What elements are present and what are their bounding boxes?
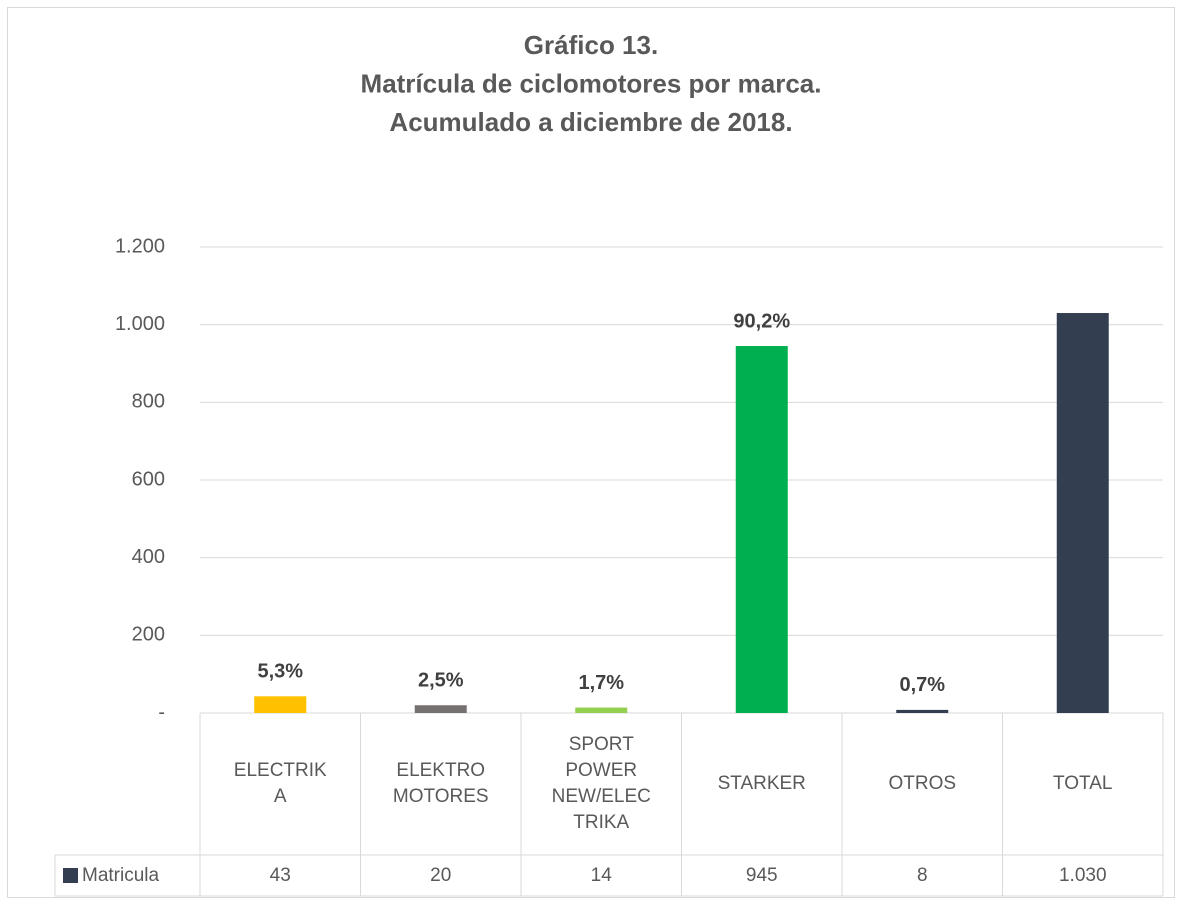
legend-label: Matricula bbox=[82, 865, 160, 886]
bar bbox=[414, 705, 467, 713]
chart-title: Gráfico 13. bbox=[524, 30, 658, 60]
table-value: 8 bbox=[842, 855, 1003, 896]
chart-title: Acumulado a diciembre de 2018. bbox=[389, 107, 792, 137]
y-tick-label: - bbox=[158, 701, 165, 723]
x-tick-label: ELECTRIKA bbox=[200, 713, 361, 855]
bar bbox=[896, 709, 949, 713]
table-value-text: 8 bbox=[916, 864, 928, 886]
chart-title: Matrícula de ciclomotores por marca. bbox=[361, 68, 822, 98]
data-label: 2,5% bbox=[418, 670, 464, 692]
table-value: 20 bbox=[361, 855, 522, 896]
x-tick-label-text: TOTAL bbox=[1053, 773, 1113, 794]
table-value-text: 1.030 bbox=[1058, 864, 1107, 886]
x-tick-label: ELEKTROMOTORES bbox=[361, 713, 522, 855]
table-value: 14 bbox=[521, 855, 682, 896]
x-tick-label: SPORT POWER NEW/ELECTRIKA bbox=[521, 713, 682, 855]
table-value-text: 945 bbox=[745, 864, 778, 886]
x-tick-label-text: ELEKTROMOTORES bbox=[392, 760, 489, 807]
bar bbox=[735, 346, 788, 713]
y-tick-label: 1.200 bbox=[115, 235, 165, 257]
table-value-text: 20 bbox=[430, 864, 452, 886]
bar bbox=[254, 696, 307, 713]
x-tick-label-text: STARKER bbox=[717, 773, 806, 794]
x-tick-label-text: OTROS bbox=[888, 773, 957, 794]
y-tick-label: 1.000 bbox=[115, 313, 165, 335]
table-value: 43 bbox=[200, 855, 361, 896]
table-value-text: 14 bbox=[590, 864, 612, 886]
legend-swatch bbox=[63, 868, 78, 883]
chart-border bbox=[7, 7, 1175, 898]
y-tick-label: 600 bbox=[132, 468, 165, 490]
data-label: 5,3% bbox=[257, 661, 303, 683]
x-tick-label: TOTAL bbox=[1003, 713, 1164, 855]
data-label: 0,7% bbox=[899, 674, 945, 696]
x-tick-label: STARKER bbox=[682, 713, 843, 855]
table-value-text: 43 bbox=[269, 864, 291, 886]
x-tick-label-text: ELECTRIKA bbox=[233, 760, 327, 807]
table-value: 1.030 bbox=[1003, 855, 1164, 896]
x-tick-label-text: SPORT POWER NEW/ELECTRIKA bbox=[551, 734, 651, 833]
y-tick-label: 800 bbox=[132, 391, 165, 413]
table-value: 945 bbox=[682, 855, 843, 896]
y-tick-label: 400 bbox=[132, 546, 165, 568]
data-label: 1,7% bbox=[578, 672, 624, 694]
y-tick-label: 200 bbox=[132, 624, 165, 646]
bar bbox=[1056, 313, 1109, 713]
data-label: 90,2% bbox=[733, 310, 790, 332]
bar bbox=[575, 707, 628, 713]
x-tick-label: OTROS bbox=[842, 713, 1003, 855]
